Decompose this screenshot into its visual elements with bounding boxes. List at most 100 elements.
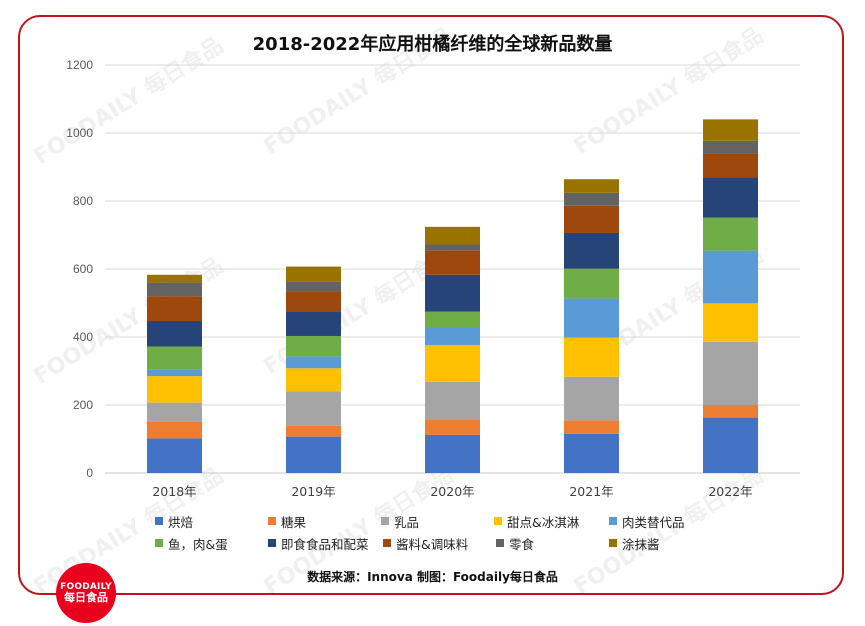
x-tick-label: 2018年 [152,484,196,499]
bar-segment [147,282,202,297]
chart-legend: 烘焙 糖果 乳品 甜点&冰淇淋 肉类替代品 鱼，肉&蛋 即食食品和配菜 酱料&调味料 零食 涂抹… [155,510,755,554]
x-tick-label: 2019年 [291,484,335,499]
bar-segment [564,298,619,338]
bar-segment [564,232,619,269]
bar-segment [703,303,758,342]
bar-segment [425,226,480,245]
legend-swatch [609,539,617,547]
legend-item: 肉类替代品 [609,512,729,531]
bar-segment [703,217,758,251]
bar-segment [425,381,480,420]
bar-segment [286,266,341,282]
bar-segment [425,345,480,382]
y-tick-label: 800 [73,194,93,208]
logo-text-cn: 每日食品 [64,590,108,604]
legend-swatch [383,539,391,547]
x-tick-label: 2020年 [430,484,474,499]
bar-segment [425,250,480,275]
y-tick-label: 600 [73,262,93,276]
bar-segment [564,179,619,193]
logo-text-en: FOODAILY [60,581,112,592]
bar-segment [425,274,480,312]
bar-segment [286,368,341,392]
legend-item: 涂抹酱 [609,534,709,553]
bar-segment [703,153,758,178]
bar-segment [425,419,480,435]
bar-segment [564,420,619,434]
bar-segment [286,356,341,369]
legend-item: 鱼，肉&蛋 [155,534,268,553]
legend-row: 烘焙 糖果 乳品 甜点&冰淇淋 肉类替代品 [155,510,755,532]
bar-segment [425,244,480,251]
bar-segment [286,436,341,473]
bar-segment [425,311,480,328]
bar-segment [703,177,758,218]
x-tick-label: 2022年 [708,484,752,499]
bar-segment [703,405,758,418]
legend-swatch [494,517,502,525]
bar-segment [147,296,202,322]
legend-label: 糖果 [281,514,307,530]
source-note: 数据来源：Innova 制图：Foodaily每日食品 [307,570,558,584]
bar-segment [147,274,202,283]
bar-segment [286,391,341,426]
bar-segment [147,369,202,377]
legend-label: 乳品 [394,514,420,530]
legend-item: 酱料&调味料 [383,534,496,553]
bar-segment [147,346,202,370]
legend-label: 烘焙 [168,514,194,530]
bar-segment [564,337,619,377]
chart-title: 2018-2022年应用柑橘纤维的全球新品数量 [252,34,613,55]
legend-item: 糖果 [268,512,381,531]
legend-swatch [268,517,276,525]
legend-item: 零食 [496,534,609,553]
legend-label: 涂抹酱 [622,536,660,552]
bar-segment [564,268,619,299]
chart-frame [18,15,844,595]
bar-segment [703,341,758,405]
legend-swatch [496,539,504,547]
bar-segment [703,417,758,473]
y-tick-label: 400 [73,330,93,344]
legend-row: 鱼，肉&蛋 即食食品和配菜 酱料&调味料 零食 涂抹酱 [155,532,755,554]
legend-label: 零食 [509,536,535,552]
legend-swatch [381,517,389,525]
bar-segment [703,119,758,141]
bar-segment [425,327,480,346]
bar-segment [286,311,341,336]
bar-segment [564,205,619,233]
legend-label: 即食食品和配菜 [281,536,369,552]
legend-label: 肉类替代品 [622,514,685,530]
legend-item: 即食食品和配菜 [268,534,383,553]
bar-segment [147,438,202,473]
y-tick-label: 200 [73,398,93,412]
bar-segment [703,250,758,304]
legend-item: 甜点&冰淇淋 [494,512,609,531]
y-tick-label: 0 [86,466,93,480]
legend-swatch [155,517,163,525]
legend-item: 乳品 [381,512,494,531]
bar-segment [286,335,341,357]
y-tick-label: 1000 [66,126,93,140]
x-tick-label: 2021年 [569,484,613,499]
legend-label: 鱼，肉&蛋 [168,536,228,552]
bar-segment [147,402,202,422]
bar-segment [564,376,619,421]
legend-label: 甜点&冰淇淋 [507,514,580,530]
bar-segment [147,321,202,347]
legend-swatch [609,517,617,525]
y-tick-label: 1200 [66,58,93,72]
bar-segment [147,422,202,439]
bar-segment [703,140,758,154]
bar-segment [147,376,202,403]
bar-segment [286,425,341,437]
legend-swatch [155,539,163,547]
bar-segment [286,281,341,292]
bar-segment [564,192,619,206]
bar-segment [286,291,341,312]
foodaily-logo: FOODAILY 每日食品 [56,563,116,623]
legend-item: 烘焙 [155,512,268,531]
legend-label: 酱料&调味料 [396,536,469,552]
bar-segment [564,433,619,473]
